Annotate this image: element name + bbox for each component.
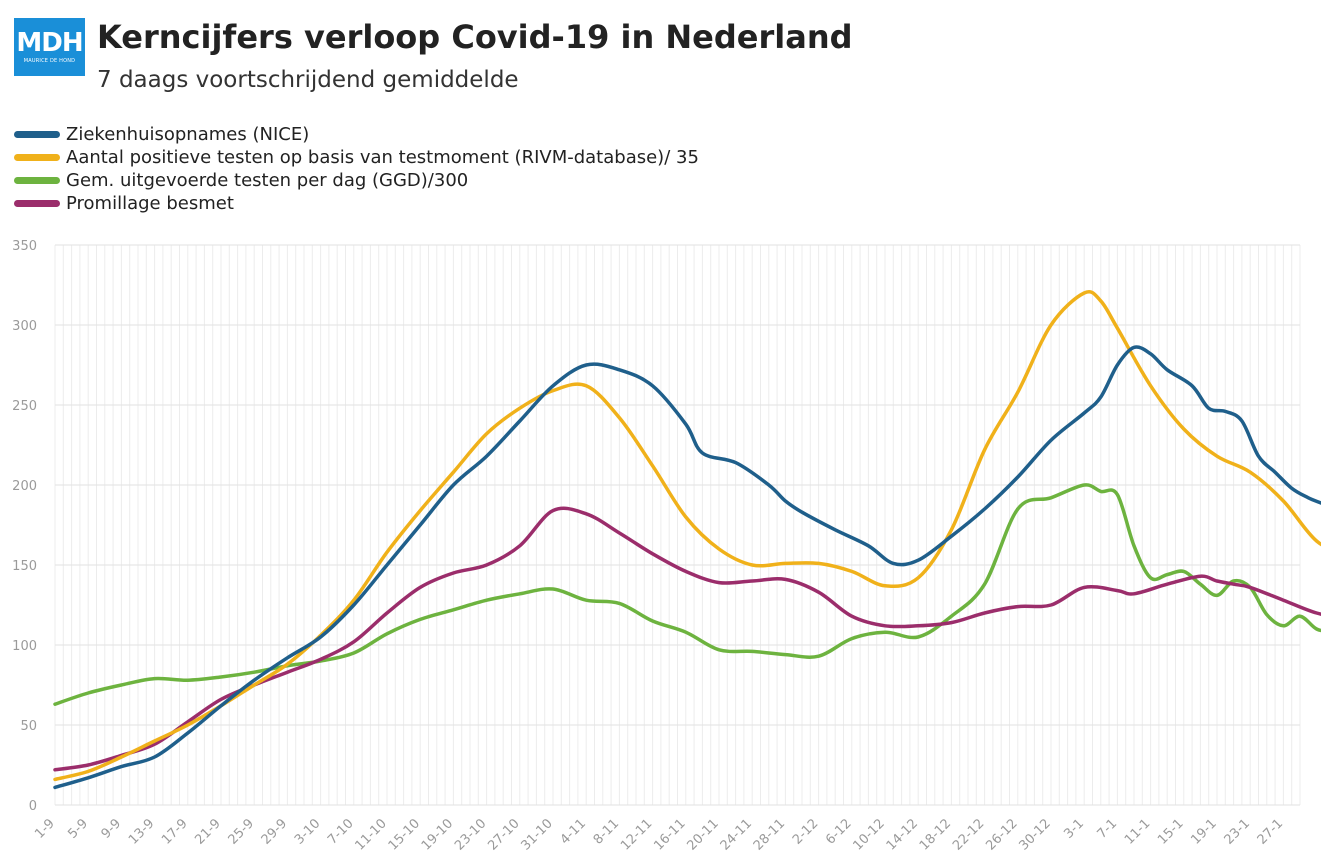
horizontal-gridlines (55, 244, 1300, 806)
legend-swatch (14, 177, 60, 184)
legend-item-hospital: Ziekenhuisopnames (NICE) (14, 123, 699, 146)
x-tick-label: 23-10 (452, 816, 489, 853)
x-tick-label: 27-10 (485, 816, 522, 853)
legend-swatch (14, 154, 60, 161)
legend-label: Gem. uitgevoerde testen per dag (GGD)/30… (66, 170, 469, 191)
legend-label: Aantal positieve testen op basis van tes… (66, 147, 699, 168)
x-tick-label: 30-12 (1017, 816, 1054, 853)
x-tick-label: 17-9 (159, 816, 190, 847)
x-tick-label: 11-1 (1122, 816, 1153, 847)
y-tick-label: 50 (20, 719, 37, 734)
x-tick-label: 11-10 (353, 816, 390, 853)
x-tick-label: 13-9 (126, 816, 157, 847)
legend: Ziekenhuisopnames (NICE) Aantal positiev… (14, 123, 699, 215)
legend-swatch (14, 200, 60, 207)
x-tick-label: 21-9 (192, 816, 223, 847)
legend-item-per-mille: Promillage besmet (14, 192, 699, 215)
y-tick-label: 300 (12, 319, 37, 334)
vertical-gridlines (54, 245, 1301, 805)
logo-subtext: MAURICE DE HOND (23, 58, 76, 64)
x-tick-label: 18-12 (917, 816, 954, 853)
y-tick-label: 150 (12, 559, 37, 574)
legend-swatch (14, 131, 60, 138)
x-axis-tick-labels: 1-9 5-9 9-9 13-9 17-9 21-9 25-9 29-9 3-10 7-1011-… (32, 816, 1286, 853)
mdh-logo: MDH MAURICE DE HOND (14, 18, 85, 76)
x-tick-label: 15-1 (1155, 816, 1186, 847)
legend-item-tests-performed: Gem. uitgevoerde testen per dag (GGD)/30… (14, 169, 699, 192)
x-tick-label: 14-12 (884, 816, 921, 853)
x-tick-label: 5-9 (65, 816, 91, 842)
x-tick-label: 9-9 (99, 816, 125, 842)
legend-item-positive-tests: Aantal positieve testen op basis van tes… (14, 146, 699, 169)
x-tick-label: 22-12 (950, 816, 987, 853)
y-tick-label: 250 (12, 399, 37, 414)
x-tick-label: 2-12 (790, 816, 821, 847)
x-tick-label: 4-11 (558, 816, 589, 847)
x-tick-label: 31-10 (519, 816, 556, 853)
x-tick-label: 19-10 (419, 816, 456, 853)
x-tick-label: 3-1 (1061, 816, 1087, 842)
x-tick-label: 25-9 (226, 816, 257, 847)
logo-text: MDH (16, 28, 83, 58)
y-axis-tick-labels: 0 50 100 150 200 250 300 350 (12, 239, 37, 814)
series-line (53, 506, 1321, 772)
x-tick-label: 19-1 (1188, 816, 1219, 847)
y-tick-label: 100 (12, 639, 37, 654)
x-tick-label: 28-11 (751, 816, 788, 853)
x-tick-label: 26-12 (983, 816, 1020, 853)
x-tick-label: 24-11 (718, 816, 755, 853)
chart-subtitle: 7 daags voortschrijdend gemiddelde (97, 67, 519, 93)
y-tick-label: 0 (29, 799, 37, 814)
x-tick-label: 16-11 (651, 816, 688, 853)
series-line (53, 345, 1321, 790)
chart-title: Kerncijfers verloop Covid-19 in Nederlan… (97, 18, 853, 56)
x-tick-label: 15-10 (386, 816, 423, 853)
series-lines (53, 289, 1321, 790)
x-tick-label: 3-10 (292, 816, 323, 847)
legend-label: Ziekenhuisopnames (NICE) (66, 124, 310, 145)
x-tick-label: 20-11 (685, 816, 722, 853)
x-tick-label: 23-1 (1222, 816, 1253, 847)
x-tick-label: 7-1 (1095, 816, 1121, 842)
x-tick-label: 12-11 (618, 816, 655, 853)
legend-label: Promillage besmet (66, 193, 234, 214)
x-tick-label: 1-9 (32, 816, 58, 842)
y-tick-label: 200 (12, 479, 37, 494)
x-tick-label: 29-9 (259, 816, 290, 847)
y-tick-label: 350 (12, 239, 37, 254)
x-tick-label: 10-12 (851, 816, 888, 853)
series-line (53, 289, 1321, 782)
x-tick-label: 27-1 (1255, 816, 1286, 847)
